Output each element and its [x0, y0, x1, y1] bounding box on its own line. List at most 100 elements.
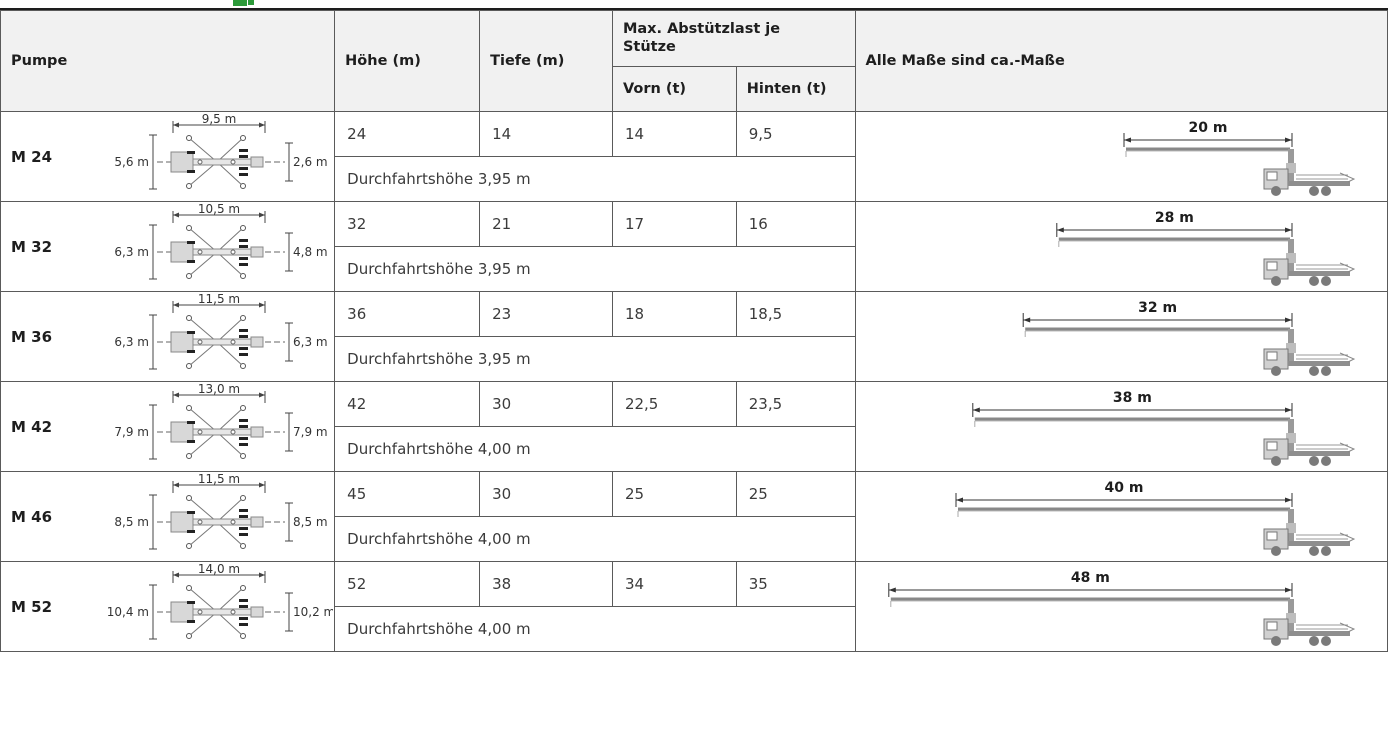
span-width-label: 11,5 m [198, 473, 240, 486]
header-hoehe: Höhe (m) [334, 10, 481, 112]
cell-vorn: 34 [611, 561, 737, 607]
boom-reach-diagram: 48 m [854, 561, 1388, 652]
cell-tiefe: 21 [479, 201, 613, 247]
outrigger-footprint-diagram: 13,0 m 7,9 m 7,9 m [93, 381, 336, 472]
durchfahrtshoehe: Durchfahrtshöhe 3,95 m [334, 336, 856, 382]
front-width-label: 7,9 m [115, 425, 150, 439]
table-row: Durchfahrtshöhe 3,95 m [1, 336, 1388, 382]
header-vorn: Vorn (t) [611, 65, 737, 113]
front-width-label: 8,5 m [115, 515, 150, 529]
cell-vorn: 14 [611, 111, 737, 157]
pump-model: M 36 [0, 291, 94, 382]
header-pumpe: Pumpe [0, 10, 336, 112]
front-width-label: 6,3 m [115, 245, 150, 259]
table-row: M 36 11,5 m 6,3 m 6,3 m 36 23 18 18,5 [0, 291, 1388, 382]
cell-vorn: 17 [611, 201, 737, 247]
table-row: M 46 11,5 m 8,5 m 8,5 m 45 30 25 25 [0, 471, 1388, 562]
front-width-label: 10,4 m [107, 605, 149, 619]
cell-hoehe: 36 [334, 291, 481, 337]
pump-model: M 46 [0, 471, 94, 562]
rear-width-label: 4,8 m [293, 245, 328, 259]
table-row: M 52 14,0 m 10,4 m 10,2 m 52 38 34 35 [0, 561, 1388, 652]
pump-model: M 52 [0, 561, 94, 652]
boom-reach-diagram: 28 m [854, 201, 1388, 292]
cell-tiefe: 23 [479, 291, 613, 337]
pump-spec-table: Pumpe Höhe (m) Tiefe (m) Max. Abstützlas… [0, 10, 1388, 652]
header-note: Alle Maße sind ca.-Maße [854, 10, 1388, 112]
concrete-pump-truck-icon [1263, 598, 1355, 646]
header-hinten: Hinten (t) [735, 65, 856, 113]
outrigger-footprint-diagram: 14,0 m 10,4 m 10,2 m [93, 561, 336, 652]
boom-reach-label: 28 m [1154, 210, 1193, 226]
table-row: Durchfahrtshöhe 4,00 m [1, 426, 1388, 472]
outrigger-icon: 11,5 m 6,3 m 6,3 m [115, 293, 328, 369]
outrigger-icon: 9,5 m 5,6 m 2,6 m [115, 113, 328, 189]
outrigger-icon: 10,5 m 6,3 m 4,8 m [115, 203, 328, 279]
span-width-label: 9,5 m [202, 113, 237, 126]
heading-fragment [248, 0, 254, 5]
outrigger-footprint-diagram: 11,5 m 8,5 m 8,5 m [93, 471, 336, 562]
outrigger-footprint-diagram: 11,5 m 6,3 m 6,3 m [93, 291, 336, 382]
rear-width-label: 8,5 m [293, 515, 328, 529]
durchfahrtshoehe: Durchfahrtshöhe 3,95 m [334, 246, 856, 292]
concrete-pump-truck-icon [1263, 148, 1355, 196]
rear-width-label: 6,3 m [293, 335, 328, 349]
cell-hoehe: 42 [334, 381, 481, 427]
cell-hoehe: 32 [334, 201, 481, 247]
outrigger-icon: 11,5 m 8,5 m 8,5 m [115, 473, 328, 549]
cell-hoehe: 52 [334, 561, 481, 607]
cell-tiefe: 30 [479, 471, 613, 517]
table-row: M 24 9,5 m 5,6 m 2,6 m 24 14 14 9,5 [0, 111, 1388, 202]
span-width-label: 10,5 m [198, 203, 240, 216]
table-row: Durchfahrtshöhe 4,00 m [1, 606, 1388, 652]
outrigger-footprint-diagram: 9,5 m 5,6 m 2,6 m [93, 111, 336, 202]
concrete-pump-truck-icon [1263, 328, 1355, 376]
header-max-load: Max. Abstützlast je Stütze [611, 10, 856, 67]
front-width-label: 6,3 m [115, 335, 150, 349]
boom-reach-label: 38 m [1112, 390, 1151, 406]
rear-width-label: 7,9 m [293, 425, 328, 439]
table-row: Durchfahrtshöhe 4,00 m [1, 516, 1388, 562]
header-tiefe: Tiefe (m) [479, 10, 613, 112]
rear-width-label: 10,2 m [293, 605, 333, 619]
pump-model: M 24 [0, 111, 94, 202]
top-rule [0, 8, 1388, 10]
cell-hoehe: 45 [334, 471, 481, 517]
cell-hinten: 18,5 [735, 291, 856, 337]
cell-tiefe: 14 [479, 111, 613, 157]
span-width-label: 11,5 m [198, 293, 240, 306]
table-row: Durchfahrtshöhe 3,95 m [1, 156, 1388, 202]
cell-hinten: 16 [735, 201, 856, 247]
pump-model: M 32 [0, 201, 94, 292]
cell-hinten: 9,5 [735, 111, 856, 157]
rear-width-label: 2,6 m [293, 155, 328, 169]
boom-reach-diagram: 20 m [854, 111, 1388, 202]
durchfahrtshoehe: Durchfahrtshöhe 4,00 m [334, 426, 856, 472]
outrigger-footprint-diagram: 10,5 m 6,3 m 4,8 m [93, 201, 336, 292]
boom-reach-label: 48 m [1070, 570, 1109, 586]
concrete-pump-truck-icon [1263, 508, 1355, 556]
cell-tiefe: 38 [479, 561, 613, 607]
table-row: M 32 10,5 m 6,3 m 4,8 m 32 21 17 16 [0, 201, 1388, 292]
pump-model: M 42 [0, 381, 94, 472]
cell-hinten: 23,5 [735, 381, 856, 427]
boom-reach-label: 40 m [1104, 480, 1143, 496]
concrete-pump-truck-icon [1263, 418, 1355, 466]
boom-reach-label: 32 m [1138, 300, 1177, 316]
cell-vorn: 22,5 [611, 381, 737, 427]
table-row: M 42 13,0 m 7,9 m 7,9 m 42 30 22,5 23,5 [0, 381, 1388, 472]
front-width-label: 5,6 m [115, 155, 150, 169]
outrigger-icon: 14,0 m 10,4 m 10,2 m [107, 563, 333, 639]
heading-fragment [233, 0, 247, 6]
concrete-pump-truck-icon [1263, 238, 1355, 286]
boom-reach-diagram: 40 m [854, 471, 1388, 562]
cell-vorn: 25 [611, 471, 737, 517]
boom-reach-diagram: 38 m [854, 381, 1388, 472]
span-width-label: 14,0 m [198, 563, 240, 576]
cell-tiefe: 30 [479, 381, 613, 427]
durchfahrtshoehe: Durchfahrtshöhe 4,00 m [334, 516, 856, 562]
cell-hinten: 35 [735, 561, 856, 607]
durchfahrtshoehe: Durchfahrtshöhe 3,95 m [334, 156, 856, 202]
span-width-label: 13,0 m [198, 383, 240, 396]
outrigger-icon: 13,0 m 7,9 m 7,9 m [115, 383, 328, 459]
